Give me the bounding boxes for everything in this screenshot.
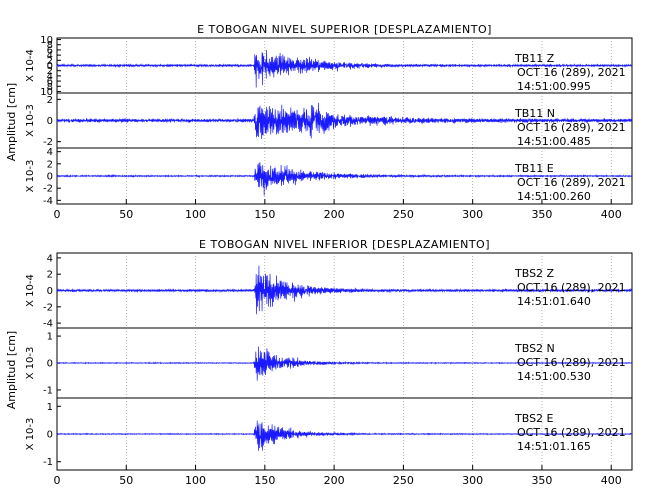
y-tick-label: 6 — [47, 77, 53, 88]
date-label: OCT 16 (289), 2021 — [517, 356, 626, 369]
y-tick-label: 2 — [47, 66, 53, 77]
y-tick-label: 4 — [47, 51, 53, 62]
x-tick-label: 100 — [185, 208, 206, 221]
scale-label: X 10-4 — [25, 49, 36, 82]
chart-title: E TOBOGAN NIVEL SUPERIOR [DESPLAZAMIENTO… — [197, 23, 492, 36]
date-label: OCT 16 (289), 2021 — [517, 281, 626, 294]
x-tick-label: 150 — [254, 208, 275, 221]
y-tick-label: -2 — [43, 184, 53, 195]
x-tick-label: 200 — [324, 208, 345, 221]
time-label: 14:51:00.530 — [517, 370, 591, 383]
time-label: 14:51:00.260 — [517, 190, 591, 203]
scale-label: X 10-3 — [25, 347, 36, 380]
scale-label: X 10-3 — [25, 160, 36, 193]
y-tick-label: -1 — [43, 457, 53, 468]
y-tick-label: 6 — [47, 45, 53, 56]
y-tick-label: 0 — [47, 116, 53, 127]
chart-panel-2: E TOBOGAN NIVEL INFERIOR [DESPLAZAMIENTO… — [5, 238, 633, 487]
y-tick-label: 2 — [47, 95, 53, 106]
waveform-series — [56, 162, 633, 196]
x-tick-label: 300 — [462, 208, 483, 221]
date-label: OCT 16 (289), 2021 — [517, 176, 626, 189]
y-tick-label: -1 — [43, 385, 53, 396]
y-tick-label: -2 — [43, 302, 53, 313]
y-tick-label: 10 — [40, 35, 53, 46]
x-tick-label: 50 — [119, 474, 133, 487]
x-tick-label: 50 — [119, 208, 133, 221]
scale-label: X 10-4 — [25, 274, 36, 307]
y-axis-label: Amplitud [cm] — [5, 331, 18, 409]
date-label: OCT 16 (289), 2021 — [517, 66, 626, 79]
scale-label: X 10-3 — [25, 104, 36, 137]
x-tick-label: 400 — [601, 474, 622, 487]
station-label: TB11 Z — [514, 52, 555, 65]
x-tick-label: 100 — [185, 474, 206, 487]
y-tick-label: -4 — [43, 319, 53, 330]
chart-panel-1: E TOBOGAN NIVEL SUPERIOR [DESPLAZAMIENTO… — [5, 23, 633, 221]
y-tick-label: 2 — [47, 56, 53, 67]
x-tick-label: 0 — [54, 474, 61, 487]
y-tick-label: 4 — [47, 253, 53, 264]
waveform-series — [56, 346, 633, 381]
station-label: TBS2 N — [514, 342, 555, 355]
y-tick-label: 2 — [47, 159, 53, 170]
y-tick-label: 4 — [47, 71, 53, 82]
y-tick-label: 10 — [40, 87, 53, 98]
x-tick-label: 350 — [531, 474, 552, 487]
x-tick-label: 300 — [462, 474, 483, 487]
y-tick-label: -2 — [43, 137, 53, 148]
y-tick-label: 0 — [47, 61, 53, 72]
y-tick-label: 8 — [47, 40, 53, 51]
time-label: 14:51:00.485 — [517, 135, 591, 148]
x-tick-label: 0 — [54, 208, 61, 221]
x-tick-label: 200 — [324, 474, 345, 487]
x-tick-label: 250 — [393, 474, 414, 487]
y-tick-label: 4 — [47, 147, 53, 158]
y-tick-label: 0 — [47, 172, 53, 183]
scale-label: X 10-3 — [25, 418, 36, 451]
y-tick-label: 0 — [47, 430, 53, 441]
y-tick-label: 8 — [47, 82, 53, 93]
station-label: TBS2 Z — [514, 267, 555, 280]
x-tick-label: 350 — [531, 208, 552, 221]
y-tick-label: 2 — [47, 270, 53, 281]
x-tick-label: 400 — [601, 208, 622, 221]
time-label: 14:51:00.995 — [517, 80, 591, 93]
x-tick-label: 250 — [393, 208, 414, 221]
station-label: TB11 E — [514, 162, 554, 175]
station-label: TBS2 E — [514, 412, 554, 425]
chart-title: E TOBOGAN NIVEL INFERIOR [DESPLAZAMIENTO… — [199, 238, 490, 251]
waveform-series — [56, 420, 633, 451]
date-label: OCT 16 (289), 2021 — [517, 426, 626, 439]
waveform-series — [56, 102, 633, 139]
y-tick-label: -4 — [43, 196, 53, 207]
waveform-series — [56, 265, 633, 315]
y-tick-label: 1 — [47, 332, 53, 343]
date-label: OCT 16 (289), 2021 — [517, 121, 626, 134]
time-label: 14:51:01.640 — [517, 295, 591, 308]
y-axis-label: Amplitud [cm] — [5, 83, 18, 161]
y-tick-label: 1 — [47, 402, 53, 413]
waveform-series — [56, 50, 633, 88]
time-label: 14:51:01.165 — [517, 440, 591, 453]
y-tick-label: 0 — [47, 359, 53, 370]
x-tick-label: 150 — [254, 474, 275, 487]
y-tick-label: 0 — [47, 286, 53, 297]
station-label: TB11 N — [514, 107, 555, 120]
